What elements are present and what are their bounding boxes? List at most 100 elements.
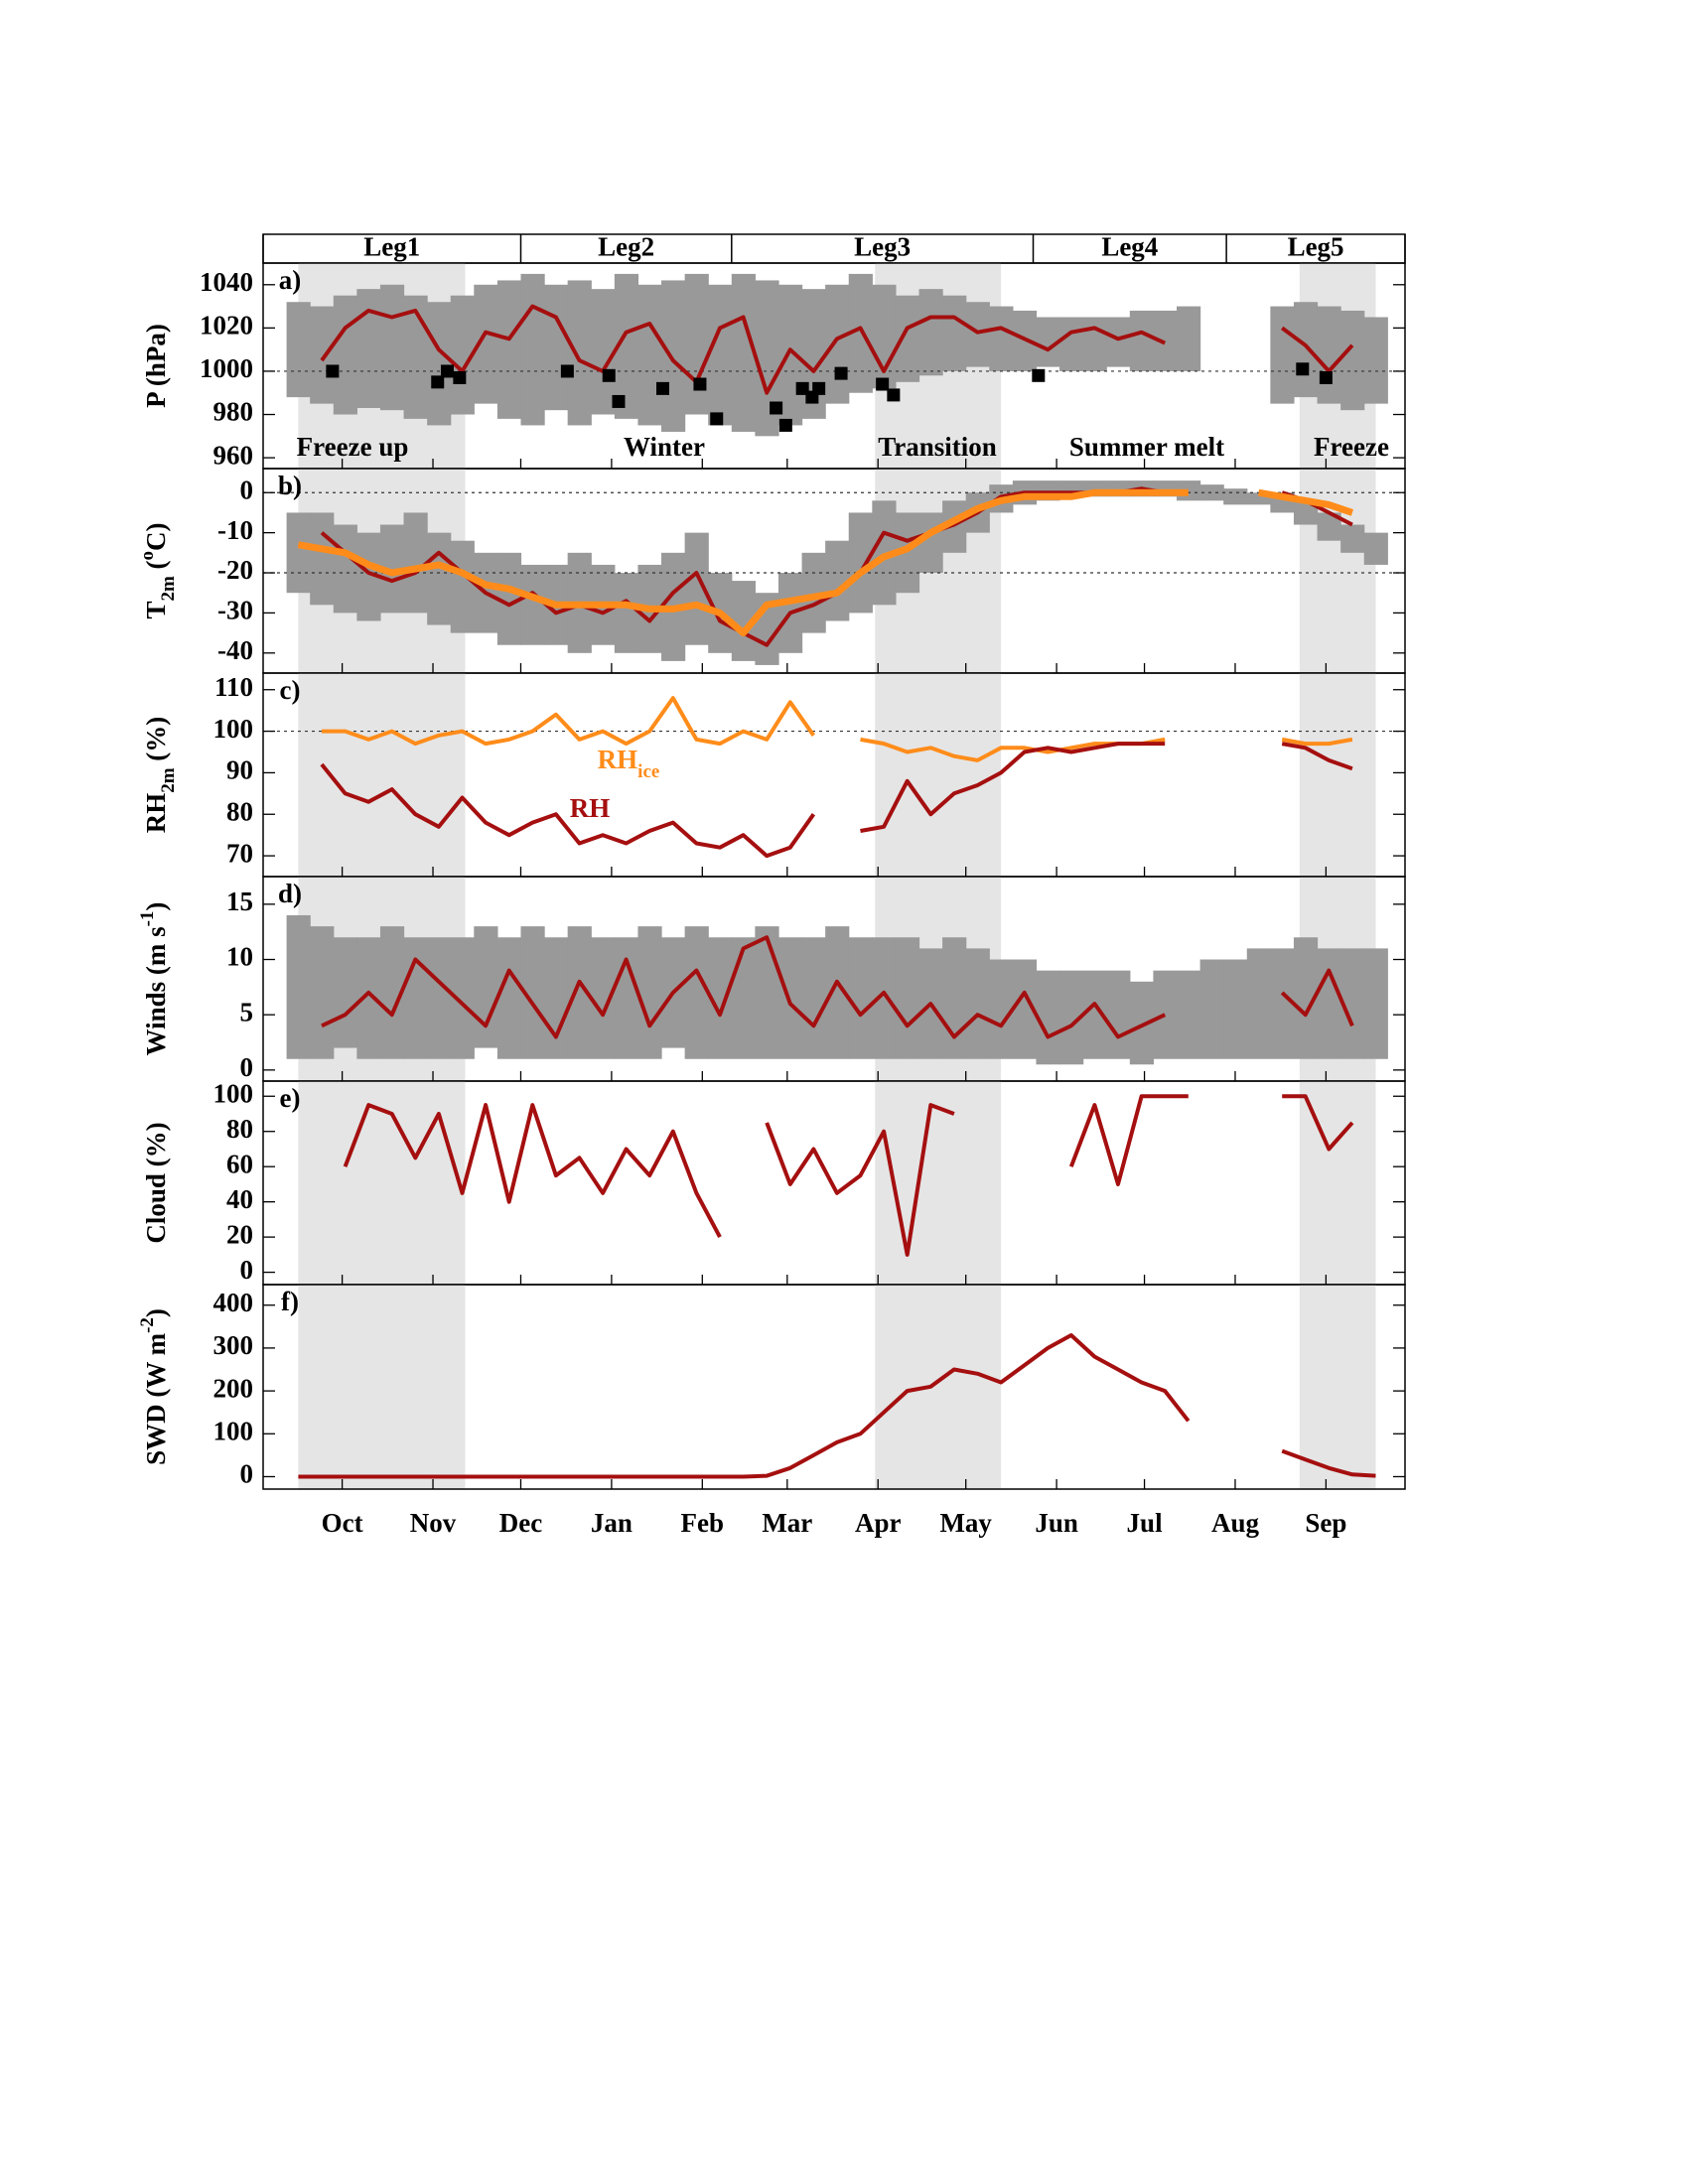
y-tick-label: 20 [226,1219,253,1249]
shaded-period [1299,673,1376,877]
range-band [544,937,569,1059]
range-band [474,926,498,1048]
y-axis-label: Winds (m s-1) [137,902,171,1056]
data-line [297,488,1354,637]
y-axis-label: Cloud (%) [141,1122,171,1243]
cyclone-marker [453,370,467,384]
shaded-period [1299,1285,1376,1489]
plot-area [263,469,1405,673]
range-band [661,280,686,432]
x-tick-label: Jan [591,1508,633,1538]
y-tick-label: 0 [240,1052,254,1082]
panel-label: a) [279,265,302,295]
range-band [286,302,311,398]
range-band [286,914,311,1059]
y-tick-label: 90 [226,755,253,785]
leg-label: Leg2 [598,232,654,262]
y-tick-label: 0 [240,475,254,504]
plot-area [263,263,1405,469]
range-band [1059,317,1084,371]
panel-label: f) [281,1287,299,1316]
range-band [801,937,826,1059]
y-tick-label: 0 [240,1459,254,1489]
panel-label: c) [280,675,301,705]
range-band [918,289,943,376]
range-band [286,512,311,594]
range-band [403,512,428,614]
season-label: Winter [624,432,705,462]
data-line [343,1094,1354,1257]
y-axis-label-part: ( [141,560,171,576]
y-tick-label: 40 [226,1184,253,1214]
data-line [321,935,1354,1039]
cyclone-marker [887,388,901,402]
y-tick-label: 100 [213,1416,254,1445]
y-tick-label: 5 [240,997,254,1026]
cyclone-marker [612,394,626,408]
y-tick-label: 1020 [200,311,253,341]
cyclone-marker [710,412,724,426]
x-tick-label: Mar [762,1508,812,1538]
range-band [1082,317,1107,371]
leg-label: Leg3 [854,232,911,262]
range-band [825,284,850,404]
range-band [965,302,990,367]
cyclone-marker [1296,362,1310,376]
range-band [450,540,475,633]
range-band [848,937,873,1059]
y-axis-label-part: P (hPa) [141,324,171,408]
y-axis-label-part: o [137,551,158,561]
cyclone-marker [834,366,848,380]
x-tick-label: Aug [1211,1508,1260,1538]
range-band [1106,317,1131,367]
cyclone-marker [1319,370,1333,384]
range-band [731,273,756,432]
y-axis-label-part: T [141,602,171,619]
range-band [333,295,357,415]
range-band [333,524,357,614]
range-band [1363,532,1388,565]
y-axis-label-part: 2m [158,767,179,793]
cyclone-marker [812,381,826,395]
range-band [403,937,428,1059]
range-band [989,306,1014,371]
cyclone-marker [778,418,792,432]
y-tick-label: 15 [226,887,253,916]
cyclone-marker [431,375,445,389]
plot-area [263,673,1405,877]
range-band [1177,970,1201,1059]
range-band [1199,484,1224,501]
shaded-period [298,673,466,877]
cyclone-marker [876,377,890,391]
range-band [918,512,943,574]
range-band [1363,948,1388,1059]
x-tick-label: Apr [855,1508,902,1538]
season-label: Freeze [1314,432,1389,462]
y-axis-label: P (hPa) [141,324,171,408]
cyclone-marker [602,368,616,382]
range-band [614,573,639,653]
cyclone-marker [656,381,669,395]
cyclone-marker [326,364,340,378]
y-axis-label-part: ) [141,902,171,911]
range-band [591,289,616,415]
y-axis-label: T2m (oC) [137,522,179,618]
leg-label: Leg1 [363,232,420,262]
series-label-name: RH [598,745,638,774]
y-tick-label: 980 [213,397,254,427]
x-tick-label: Jun [1035,1508,1078,1538]
y-tick-label: -30 [217,596,253,625]
range-band [379,284,405,411]
y-tick-label: 1000 [200,353,253,383]
y-tick-label: 100 [213,1078,254,1108]
range-band [427,937,452,1059]
plot-area [298,1285,1376,1489]
series-label-sub: ice [637,761,659,782]
y-tick-label: 70 [226,838,253,868]
range-band [520,564,545,645]
range-band [1340,310,1365,411]
range-band [310,512,335,606]
range-band [333,937,357,1048]
